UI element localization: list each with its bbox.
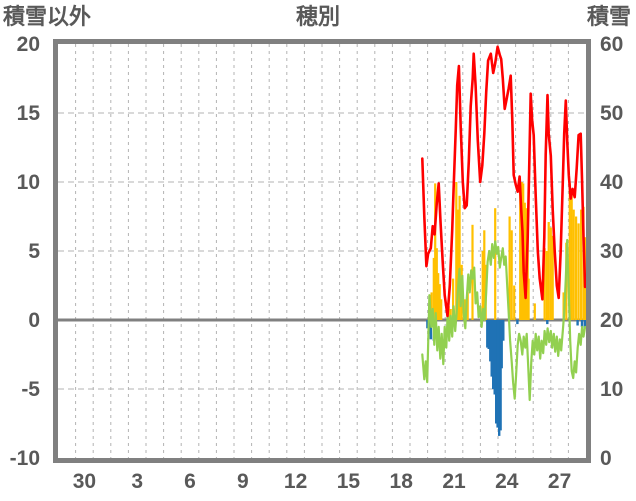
yellow-bar — [435, 248, 438, 320]
left-axis-tick-label: 5 — [28, 240, 40, 263]
left-axis-tick-label: -10 — [10, 447, 40, 470]
left-axis-tick-label: -5 — [21, 378, 40, 401]
blue-bar — [489, 320, 492, 362]
yellow-bar — [568, 183, 571, 320]
x-axis-tick-label: 6 — [184, 470, 196, 493]
yellow-bar — [570, 188, 573, 320]
yellow-bar — [481, 251, 484, 320]
left-axis-title: 積雪以外 — [3, 4, 92, 29]
x-axis-tick-label: 15 — [337, 470, 361, 493]
yellow-bar — [494, 208, 497, 320]
yellow-bar — [545, 251, 548, 320]
right-axis-tick-label: 10 — [600, 378, 623, 401]
yellow-bar — [483, 230, 486, 320]
yellow-bar — [449, 309, 452, 320]
x-axis-tick-label: 18 — [390, 470, 414, 493]
x-axis-tick-label: 9 — [237, 470, 249, 493]
x-axis-tick-label: 21 — [442, 470, 466, 493]
yellow-bar — [575, 216, 578, 320]
yellow-bar — [463, 299, 466, 320]
blue-bar — [495, 320, 498, 424]
yellow-bar — [549, 227, 552, 320]
yellow-bar — [466, 292, 469, 320]
yellow-bar — [510, 230, 513, 320]
x-axis-tick-label: 27 — [548, 470, 571, 493]
blue-bar — [492, 320, 495, 389]
yellow-bar — [551, 235, 554, 320]
left-axis-tick-label: 20 — [17, 33, 40, 56]
yellow-bar — [508, 216, 511, 320]
yellow-bar — [434, 183, 437, 320]
green-line — [421, 238, 587, 402]
yellow-bar — [533, 303, 536, 320]
yellow-bar — [432, 257, 435, 320]
x-axis-tick-label: 24 — [495, 470, 519, 493]
yellow-bar — [577, 223, 580, 320]
blue-bar — [486, 320, 489, 348]
right-axis-tick-label: 30 — [600, 240, 623, 263]
blue-bar — [429, 320, 432, 340]
yellow-bar — [523, 202, 526, 320]
blue-bar — [487, 320, 490, 349]
x-axis-tick-label: 12 — [284, 470, 307, 493]
yellow-bar — [438, 284, 441, 320]
left-axis-tick-label: 0 — [28, 309, 40, 332]
blue-bar — [493, 320, 496, 395]
left-axis-tick-label: 10 — [17, 171, 40, 194]
yellow-bar — [452, 278, 455, 320]
left-axis-tick-label: 15 — [17, 102, 41, 125]
right-axis-tick-label: 20 — [600, 309, 623, 332]
right-axis-tick-label: 40 — [600, 171, 623, 194]
right-axis-tick-label: 60 — [600, 33, 623, 56]
yellow-bar — [513, 285, 516, 320]
yellow-bar — [527, 278, 530, 320]
blue-bar — [546, 320, 549, 325]
yellow-bar — [543, 248, 546, 320]
yellow-bar — [440, 299, 443, 320]
blue-bar — [500, 320, 503, 369]
yellow-bar — [547, 222, 550, 320]
right-axis-tick-label: 50 — [600, 102, 623, 125]
yellow-bar — [430, 292, 433, 320]
yellow-bar — [455, 182, 458, 320]
blue-bar — [496, 320, 499, 428]
blue-bar — [580, 320, 584, 327]
blue-bar — [516, 320, 519, 325]
right-axis-tick-label: 0 — [600, 447, 612, 470]
yellow-bar — [580, 209, 583, 320]
blue-bar — [499, 320, 502, 431]
yellow-bar — [572, 209, 575, 320]
blue-bar — [426, 320, 429, 329]
yellow-bar — [458, 195, 461, 320]
chart-title: 穂別 — [295, 4, 341, 29]
x-axis-tick-label: 3 — [131, 470, 143, 493]
yellow-bar — [519, 184, 522, 320]
blue-bar — [576, 320, 579, 326]
blue-bar — [490, 320, 493, 377]
red-line — [420, 45, 587, 318]
blue-bar — [583, 320, 587, 329]
yellow-bar — [456, 209, 459, 320]
plot-frame — [53, 39, 591, 463]
blue-bar — [502, 320, 505, 341]
x-axis-tick-label: 30 — [73, 470, 96, 493]
blue-bar — [498, 320, 501, 436]
right-axis-title: 積雪 — [586, 4, 631, 29]
yellow-bar — [437, 273, 440, 320]
